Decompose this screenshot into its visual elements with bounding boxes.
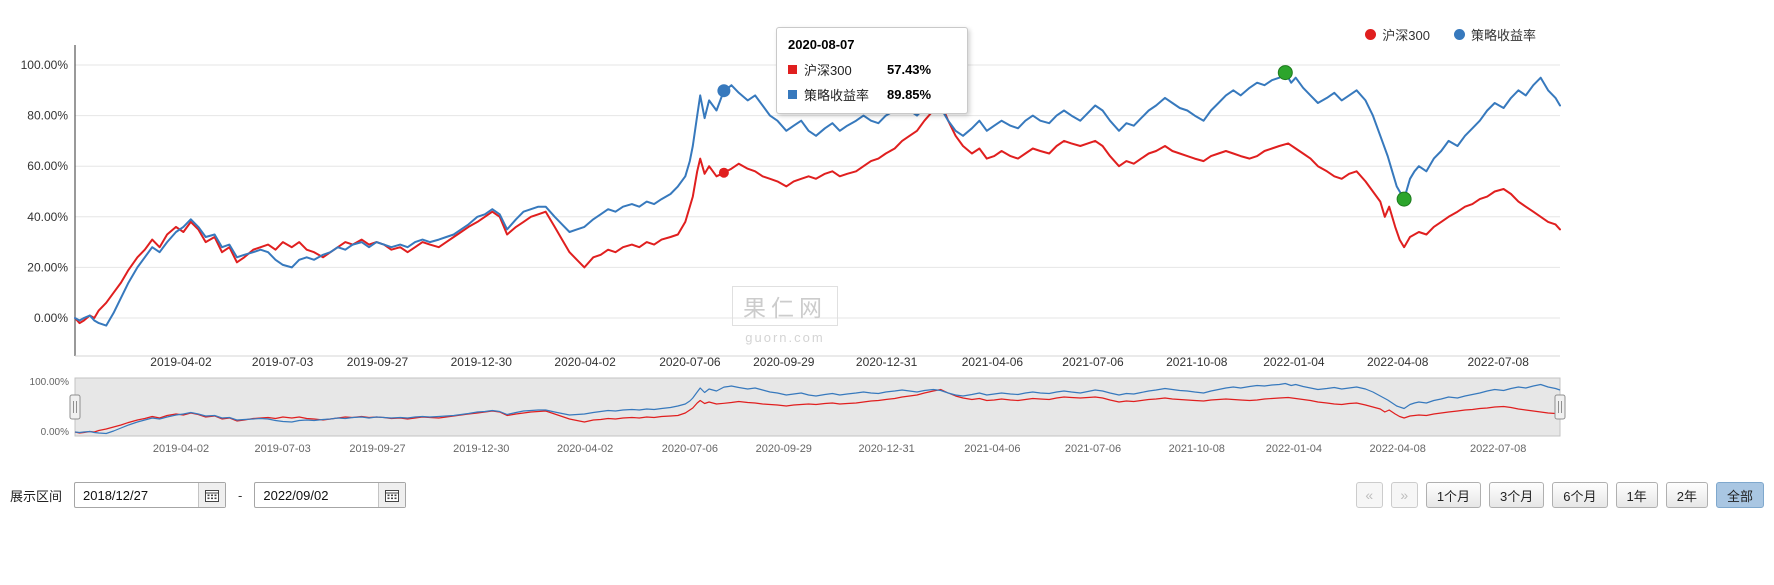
- chart-tooltip: 2020-08-07 沪深300 57.43% 策略收益率 89.85%: [776, 27, 968, 114]
- signal-marker[interactable]: [1277, 65, 1293, 81]
- period-3month-button[interactable]: 3个月: [1489, 482, 1545, 508]
- navigator-x-label: 2022-04-08: [1370, 443, 1426, 455]
- calendar-icon[interactable]: [378, 483, 406, 507]
- navigator-x-label: 2020-12-31: [858, 443, 914, 455]
- x-axis-label: 2021-04-06: [962, 355, 1024, 369]
- hover-marker[interactable]: [718, 167, 729, 178]
- navigator-x-label: 2021-07-06: [1065, 443, 1121, 455]
- navigator-y-label: 0.00%: [41, 427, 69, 438]
- blue-square-icon: [788, 90, 797, 99]
- period-1month-button[interactable]: 1个月: [1425, 482, 1482, 508]
- x-axis-label: 2021-10-08: [1166, 355, 1228, 369]
- legend-item-strategy[interactable]: 策略收益率: [1453, 25, 1536, 44]
- watermark: 果仁网 guorn.com: [690, 286, 880, 345]
- start-date-value[interactable]: 2018/12/27: [83, 487, 149, 503]
- period-all-button[interactable]: 全部: [1715, 482, 1764, 508]
- legend: 沪深300 策略收益率: [1365, 25, 1536, 44]
- y-axis-label: 80.00%: [27, 109, 68, 123]
- navigator-handle-right[interactable]: [1554, 394, 1566, 420]
- tooltip-series-label: 策略收益率: [804, 88, 870, 103]
- navigator-series-line-0: [74, 388, 1561, 434]
- x-axis-label: 2022-01-04: [1263, 355, 1325, 369]
- navigator-x-label: 2021-10-08: [1169, 443, 1225, 455]
- y-axis-label: 60.00%: [27, 159, 68, 173]
- pan-left-button[interactable]: «: [1355, 482, 1383, 508]
- period-2year-button[interactable]: 2年: [1665, 482, 1708, 508]
- x-axis-label: 2019-07-03: [252, 355, 314, 369]
- navigator-handle-left[interactable]: [69, 394, 81, 420]
- calendar-icon[interactable]: [198, 483, 226, 507]
- x-axis-label: 2019-04-02: [150, 355, 212, 369]
- x-axis-label: 2020-12-31: [856, 355, 918, 369]
- y-axis-label: 0.00%: [34, 311, 68, 325]
- start-date-input[interactable]: 2018/12/27: [74, 482, 227, 508]
- y-axis-label: 40.00%: [27, 210, 68, 224]
- date-range-separator: -: [238, 487, 243, 503]
- period-1year-button[interactable]: 1年: [1615, 482, 1658, 508]
- legend-item-csi300[interactable]: 沪深300: [1365, 25, 1430, 44]
- watermark-subtitle: guorn.com: [745, 330, 825, 345]
- pan-right-button[interactable]: »: [1390, 482, 1418, 508]
- navigator-y-label: 100.00%: [30, 377, 70, 388]
- tooltip-row: 策略收益率 89.85%: [788, 85, 956, 104]
- navigator-x-label: 2019-09-27: [349, 443, 405, 455]
- x-axis-label: 2020-09-29: [753, 355, 815, 369]
- watermark-title: 果仁网: [732, 286, 838, 326]
- chart-area[interactable]: 0.00% 20.00% 40.00% 60.00% 80.00% 100.00% 2019…: [0, 0, 1774, 462]
- red-square-icon: [788, 65, 797, 74]
- x-axis-label: 2022-07-08: [1468, 355, 1530, 369]
- navigator-series-line-1: [74, 382, 1561, 435]
- chevron-left-icon: «: [1365, 487, 1374, 503]
- chart-svg[interactable]: 0.00% 20.00% 40.00% 60.00% 80.00% 100.00% 2019…: [0, 0, 1774, 462]
- navigator-x-label: 2019-04-02: [153, 443, 209, 455]
- navigator-x-label: 2020-09-29: [756, 443, 812, 455]
- navigator-track[interactable]: [74, 377, 1561, 437]
- chevron-right-icon: »: [1400, 487, 1409, 503]
- red-dot-icon: [1365, 29, 1377, 40]
- navigator-x-label: 2022-07-08: [1470, 443, 1526, 455]
- tooltip-date: 2020-08-07: [788, 37, 855, 52]
- hover-marker[interactable]: [717, 84, 731, 98]
- tooltip-series-label: 沪深300: [804, 63, 852, 78]
- series-line-0[interactable]: [74, 102, 1561, 325]
- range-controls-bar: 展示区间 2018/12/27 - 2022/09/02: [0, 479, 1774, 511]
- tooltip-row: 沪深300 57.43%: [788, 60, 956, 79]
- navigator-x-label: 2019-07-03: [254, 443, 310, 455]
- end-date-value[interactable]: 2022/09/02: [263, 487, 329, 503]
- x-axis-label: 2019-12-30: [451, 355, 513, 369]
- range-label: 展示区间: [10, 488, 63, 504]
- x-axis-label: 2019-09-27: [347, 355, 409, 369]
- y-axis-label: 100.00%: [21, 58, 69, 72]
- navigator-x-label: 2019-12-30: [453, 443, 509, 455]
- legend-label: 策略收益率: [1470, 28, 1536, 43]
- signal-marker[interactable]: [1396, 191, 1412, 207]
- navigator-x-label: 2021-04-06: [964, 443, 1020, 455]
- tooltip-series-value: 57.43%: [887, 62, 932, 77]
- series-line-1[interactable]: [74, 71, 1561, 327]
- x-axis-label: 2021-07-06: [1062, 355, 1124, 369]
- blue-dot-icon: [1453, 29, 1465, 40]
- navigator-x-label: 2020-07-06: [662, 443, 718, 455]
- tooltip-series-value: 89.85%: [887, 87, 932, 102]
- x-axis-label: 2022-04-08: [1367, 355, 1429, 369]
- period-6month-button[interactable]: 6个月: [1552, 482, 1608, 508]
- x-axis-label: 2020-07-06: [659, 355, 721, 369]
- legend-label: 沪深300: [1382, 28, 1430, 43]
- x-axis-label: 2020-04-02: [554, 355, 616, 369]
- end-date-input[interactable]: 2022/09/02: [254, 482, 407, 508]
- navigator-x-label: 2020-04-02: [557, 443, 613, 455]
- navigator-x-label: 2022-01-04: [1266, 443, 1322, 455]
- y-axis-label: 20.00%: [27, 260, 68, 274]
